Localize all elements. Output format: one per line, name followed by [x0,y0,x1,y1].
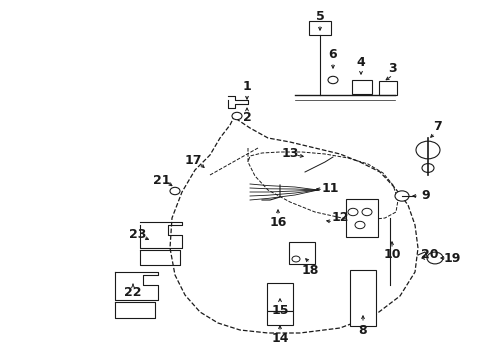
Text: 18: 18 [301,264,318,276]
Bar [266,283,292,311]
Circle shape [170,187,180,195]
Text: 15: 15 [271,303,288,316]
Bar [346,199,377,237]
Text: 19: 19 [443,252,460,265]
Bar [378,81,396,95]
Bar [288,242,314,264]
Text: 22: 22 [124,287,142,300]
Circle shape [354,221,364,229]
Text: 10: 10 [383,248,400,261]
Circle shape [327,76,337,84]
Circle shape [426,252,442,264]
Bar [351,80,371,94]
Text: 6: 6 [328,49,337,62]
Text: 2: 2 [242,112,251,125]
Circle shape [394,191,408,201]
Circle shape [231,112,242,120]
Circle shape [291,256,299,262]
Text: 4: 4 [356,57,365,69]
Circle shape [361,208,371,216]
Circle shape [415,141,439,159]
Text: 13: 13 [281,147,298,159]
Text: 12: 12 [330,211,348,225]
Text: 20: 20 [420,248,438,261]
Bar [266,311,292,325]
Text: 21: 21 [153,174,170,186]
Text: 3: 3 [388,62,396,75]
Text: 14: 14 [271,332,288,345]
Text: 7: 7 [433,120,442,132]
Text: 8: 8 [358,324,366,337]
Text: 9: 9 [421,189,429,202]
Bar [349,270,375,326]
Circle shape [421,163,433,172]
Text: 16: 16 [269,216,286,230]
Bar [308,21,330,35]
Text: 1: 1 [242,81,251,94]
Text: 5: 5 [315,10,324,23]
Circle shape [347,208,357,216]
Text: 23: 23 [129,228,146,240]
Text: 17: 17 [184,153,202,166]
Text: 11: 11 [321,181,338,194]
